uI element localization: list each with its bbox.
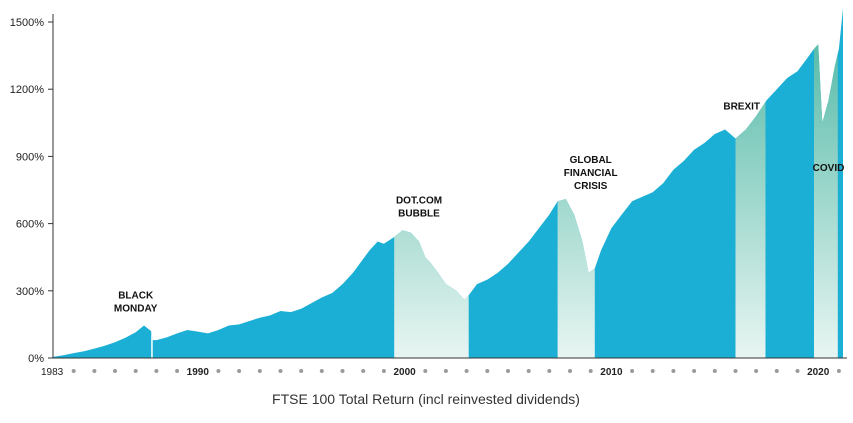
y-tick-label: 0%	[28, 353, 44, 365]
event-labels-layer: BLACK MONDAY DOT.COM BUBBLE GLOBAL FINANCIAL C…	[114, 101, 844, 314]
x-dot	[443, 369, 448, 373]
x-dot	[588, 369, 593, 373]
x-dot	[795, 369, 800, 373]
x-year-label: 2000	[393, 367, 416, 378]
x-dot	[547, 369, 552, 373]
event-band-3	[735, 22, 766, 358]
event-label: GLOBAL	[570, 155, 612, 166]
x-dot	[237, 369, 242, 373]
y-tick-label: 900%	[16, 151, 44, 163]
x-dot	[671, 369, 676, 373]
x-dot	[526, 369, 531, 373]
x-dot	[113, 369, 117, 373]
x-dot	[133, 369, 138, 373]
x-dot	[216, 369, 221, 373]
x-dot	[568, 369, 572, 373]
event-band-1	[394, 22, 469, 358]
event-label: BUBBLE	[398, 208, 440, 219]
x-dot	[154, 369, 159, 373]
event-label: DOT.COM	[396, 195, 442, 206]
x-dot	[175, 369, 180, 373]
x-dot	[774, 369, 779, 373]
event-band-4	[814, 22, 838, 358]
event-label: BREXIT	[723, 101, 760, 112]
axes-layer: 0% 300% 600% 900% 1200% 1500% 1983 1990 2000 2010…	[10, 14, 847, 378]
x-dot	[485, 369, 490, 373]
x-dot	[650, 369, 655, 373]
x-dot	[278, 369, 283, 373]
x-year-label: 2020	[807, 367, 830, 378]
y-tick-label: 300%	[16, 286, 44, 298]
x-dot	[692, 369, 697, 373]
x-year-label: 1983	[41, 367, 64, 378]
x-dot	[319, 369, 324, 373]
series-area	[53, 8, 843, 358]
y-tick-label: 1500%	[10, 17, 44, 29]
x-dot	[381, 369, 386, 373]
event-label: COVID	[813, 163, 845, 174]
x-dot	[630, 369, 635, 373]
area-layer	[53, 8, 843, 358]
x-year-label: 2010	[600, 367, 623, 378]
x-dot	[836, 369, 841, 373]
x-dot	[92, 369, 97, 373]
x-dot	[361, 369, 366, 373]
chart-title: FTSE 100 Total Return (incl reinvested d…	[272, 391, 580, 407]
x-dot	[733, 369, 738, 373]
y-tick-label: 600%	[16, 219, 44, 231]
y-tick-label: 1200%	[10, 84, 44, 96]
event-label: FINANCIAL	[564, 168, 618, 179]
x-dot	[71, 369, 76, 373]
x-dot	[506, 369, 510, 373]
event-label: MONDAY	[114, 304, 158, 315]
x-dot	[464, 369, 469, 373]
x-dot	[754, 369, 759, 373]
x-dot	[340, 369, 345, 373]
x-dot	[423, 369, 428, 373]
x-year-label: 1990	[187, 367, 210, 378]
x-dot	[299, 369, 304, 373]
event-label: CRISIS	[574, 181, 608, 192]
x-dot	[257, 369, 262, 373]
x-dot	[712, 369, 717, 373]
event-label: BLACK	[118, 291, 154, 302]
